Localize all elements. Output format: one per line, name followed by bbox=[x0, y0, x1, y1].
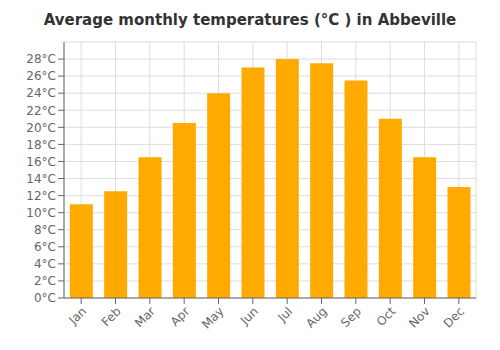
svg-text:2°C: 2°C bbox=[34, 274, 56, 288]
svg-text:Feb: Feb bbox=[99, 304, 124, 329]
svg-text:12°C: 12°C bbox=[26, 189, 56, 203]
svg-text:Aug: Aug bbox=[303, 304, 329, 330]
svg-text:26°C: 26°C bbox=[26, 69, 56, 83]
svg-text:28°C: 28°C bbox=[26, 52, 56, 66]
svg-text:Nov: Nov bbox=[406, 304, 432, 330]
svg-text:Sep: Sep bbox=[338, 304, 364, 330]
svg-text:18°C: 18°C bbox=[26, 138, 56, 152]
svg-text:Apr: Apr bbox=[168, 304, 193, 329]
svg-text:Mar: Mar bbox=[132, 304, 158, 330]
svg-text:10°C: 10°C bbox=[26, 206, 56, 220]
svg-text:14°C: 14°C bbox=[26, 172, 56, 186]
svg-text:6°C: 6°C bbox=[34, 240, 56, 254]
svg-text:4°C: 4°C bbox=[34, 257, 56, 271]
svg-text:8°C: 8°C bbox=[34, 223, 56, 237]
svg-text:Oct: Oct bbox=[374, 304, 399, 329]
svg-text:20°C: 20°C bbox=[26, 121, 56, 135]
svg-text:16°C: 16°C bbox=[26, 155, 56, 169]
svg-text:May: May bbox=[199, 304, 226, 331]
svg-text:22°C: 22°C bbox=[26, 104, 56, 118]
svg-text:0°C: 0°C bbox=[34, 291, 56, 305]
html-text:Average monthly temperatures (: Average monthly temperatures (°C ) in Ab… bbox=[43, 11, 457, 29]
svg-text:Jul: Jul bbox=[274, 304, 295, 325]
svg-text:Dec: Dec bbox=[441, 304, 467, 330]
svg-text:Jan: Jan bbox=[66, 304, 90, 328]
svg-text:24°C: 24°C bbox=[26, 86, 56, 100]
svg-text:Jun: Jun bbox=[237, 304, 261, 328]
